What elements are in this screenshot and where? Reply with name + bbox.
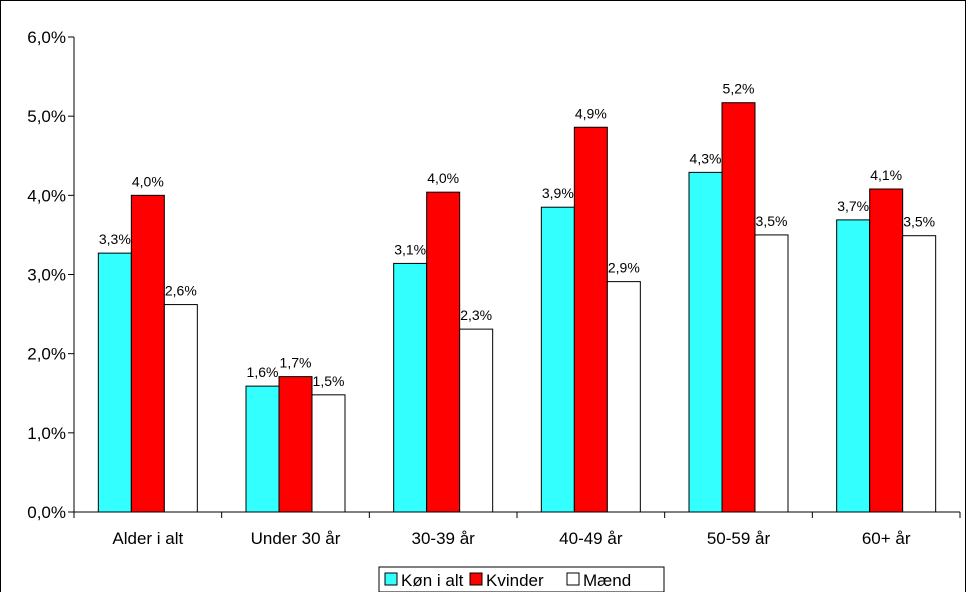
y-tick-label: 6,0%: [27, 28, 66, 47]
data-labels: 3,3% 1,6% 3,1% 3,9% 4,3% 3,7% 4,0% 1,7% 4,0% 4,9%…: [99, 81, 935, 389]
bar-k-n-i-alt-2: [393, 262, 428, 513]
data-label: 4,9%: [575, 105, 607, 121]
data-label: 3,1%: [394, 241, 426, 257]
data-label: 1,5%: [313, 373, 345, 389]
bar-k-n-i-alt-1: [245, 385, 280, 513]
bar-kvinder-3: [573, 126, 608, 513]
legend: Køn i alt Kvinder Mænd: [378, 566, 665, 593]
x-category-label: 50-59 år: [707, 529, 771, 548]
data-label: 4,0%: [132, 173, 164, 189]
bar-k-n-i-alt-0: [97, 252, 132, 513]
bar-kvinder-5: [869, 188, 904, 513]
bar-k-n-i-alt-3: [540, 206, 575, 513]
bar-m-nd-5: [902, 235, 937, 513]
legend-swatch: [566, 572, 580, 586]
bars: [97, 102, 937, 513]
data-label: 4,0%: [427, 170, 459, 186]
x-category-label: Under 30 år: [251, 529, 341, 548]
legend-swatch: [469, 572, 483, 586]
legend-swatch: [384, 572, 398, 586]
bar-m-nd-1: [311, 394, 346, 513]
bar-kvinder-2: [426, 191, 461, 513]
y-tick-label: 2,0%: [27, 345, 66, 364]
x-category-label: 60+ år: [862, 529, 911, 548]
data-label: 3,3%: [99, 231, 131, 247]
data-label: 4,1%: [870, 167, 902, 183]
y-tick-label: 1,0%: [27, 424, 66, 443]
data-label: 3,5%: [903, 214, 935, 230]
data-label: 5,2%: [723, 81, 755, 97]
data-label: 3,7%: [837, 198, 869, 214]
data-label: 4,3%: [690, 150, 722, 166]
bar-k-n-i-alt-4: [688, 171, 723, 513]
data-label: 1,7%: [280, 355, 312, 371]
bar-m-nd-2: [459, 328, 494, 513]
bar-m-nd-3: [606, 281, 641, 513]
y-tick-label: 3,0%: [27, 266, 66, 285]
data-label: 2,3%: [460, 307, 492, 323]
bar-m-nd-4: [754, 234, 789, 513]
data-label: 1,6%: [247, 364, 279, 380]
legend-label: Køn i alt: [401, 571, 464, 590]
y-tick-label: 4,0%: [27, 186, 66, 205]
x-category-label: 40-49 år: [559, 529, 623, 548]
legend-box: [378, 566, 665, 593]
data-label: 2,6%: [165, 283, 197, 299]
bar-k-n-i-alt-5: [836, 219, 871, 513]
data-label: 3,9%: [542, 185, 574, 201]
y-tick-label: 5,0%: [27, 107, 66, 126]
x-category-label: Alder i alt: [112, 529, 183, 548]
bar-kvinder-1: [278, 376, 313, 513]
y-tick-label: 0,0%: [27, 503, 66, 522]
legend-label: Mænd: [583, 571, 631, 590]
legend-label: Kvinder: [486, 571, 544, 590]
axes: 0,0% 1,0% 2,0% 3,0% 4,0% 5,0% 6,0% Alder i alt U…: [27, 28, 961, 548]
bar-kvinder-4: [721, 102, 756, 513]
x-category-label: 30-39 år: [412, 529, 476, 548]
bar-m-nd-0: [163, 304, 198, 513]
bar-kvinder-0: [130, 194, 165, 513]
data-label: 3,5%: [756, 213, 788, 229]
data-label: 2,9%: [608, 260, 640, 276]
